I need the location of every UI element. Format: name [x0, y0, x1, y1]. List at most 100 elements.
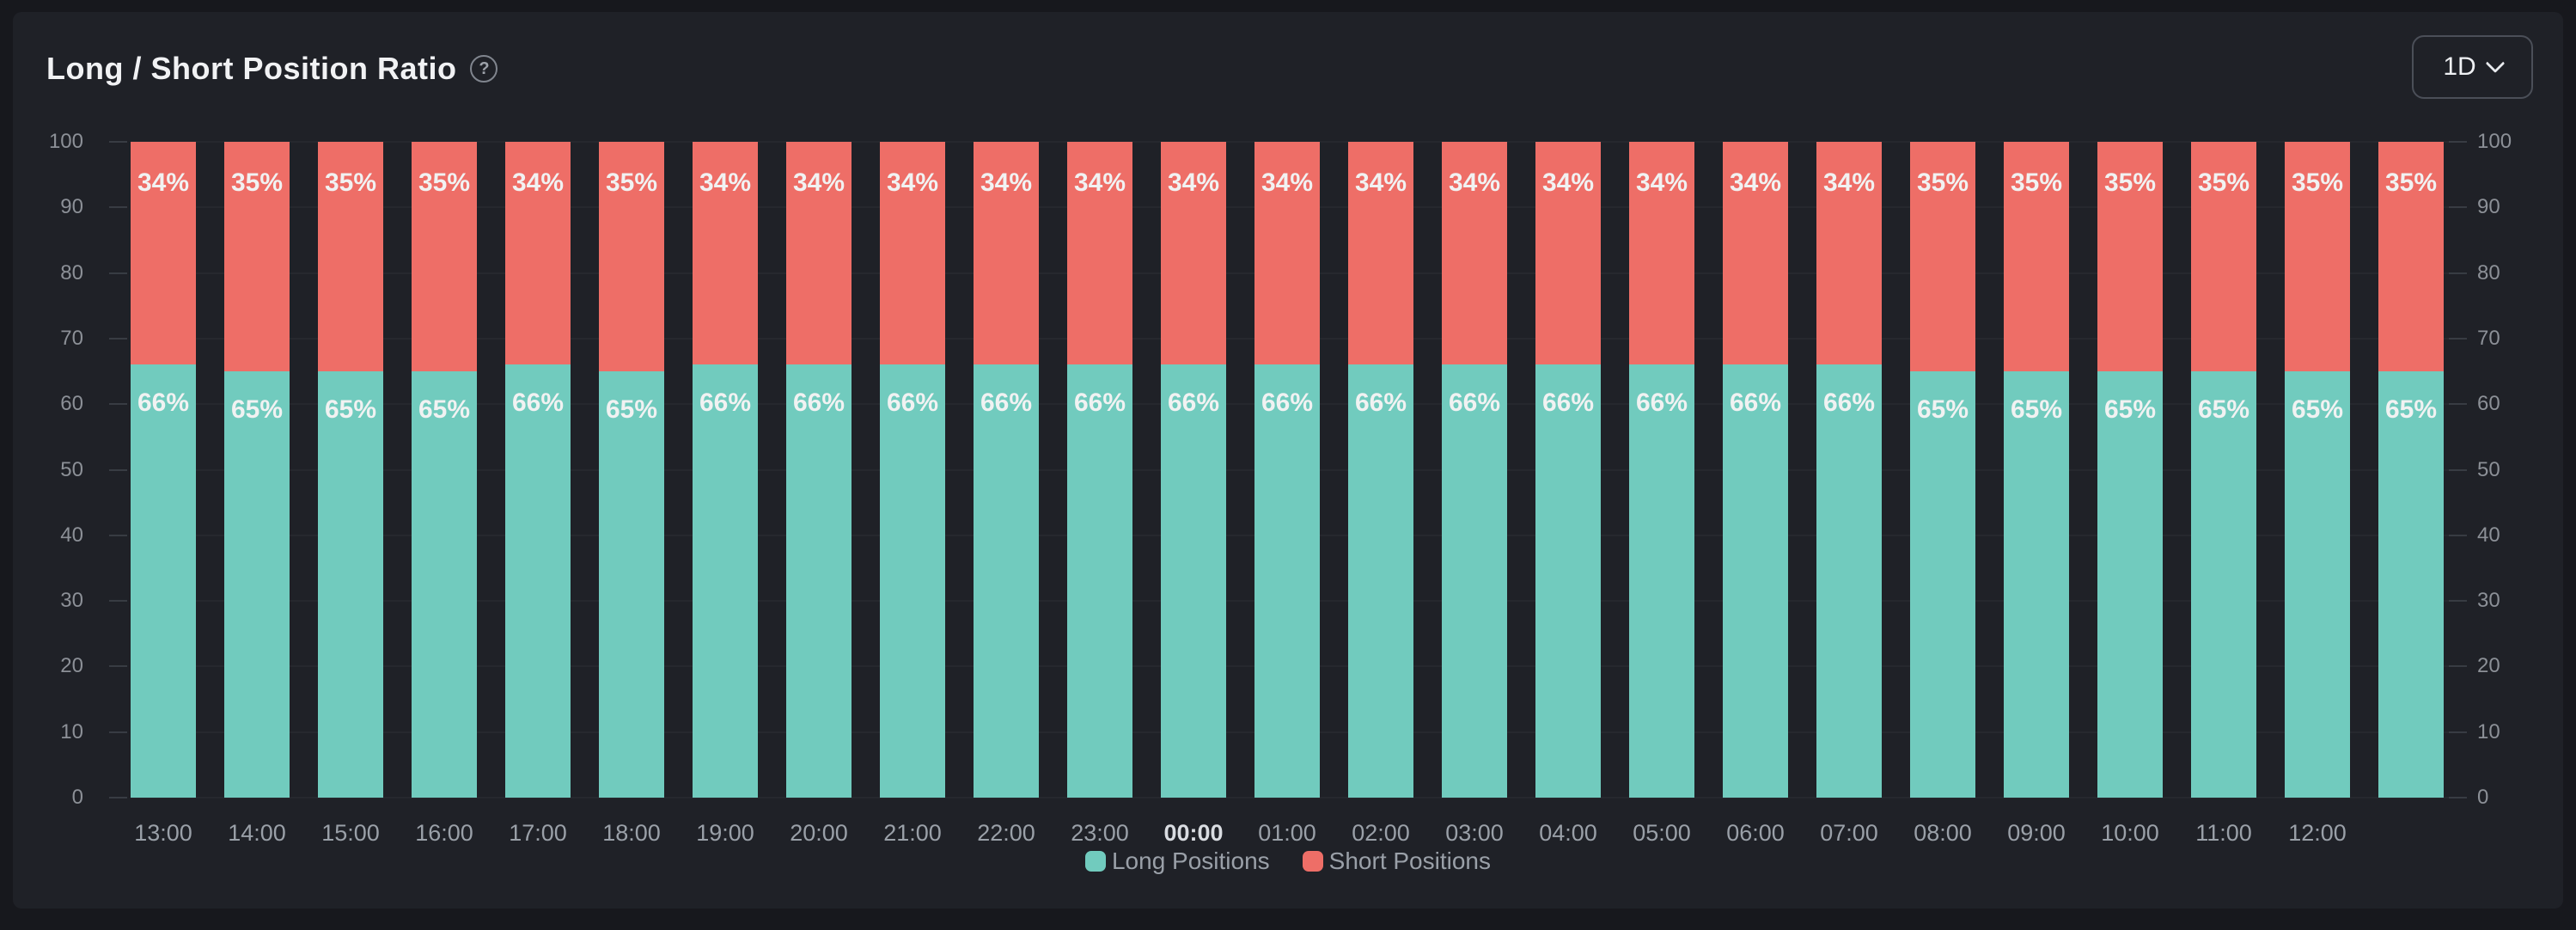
short-segment: 34%: [505, 142, 571, 365]
x-axis-label: 22:00: [977, 820, 1035, 846]
bar-12:00[interactable]: 35% 65%: [2285, 142, 2350, 798]
long-segment: 65%: [412, 371, 477, 798]
short-value-label: 35%: [230, 168, 284, 197]
long-value-label: 66%: [699, 389, 752, 418]
short-value-label: 35%: [2103, 168, 2157, 197]
bar-00:00[interactable]: 34% 66%: [1161, 142, 1226, 798]
axis-tick: [109, 665, 127, 668]
bar-14:00[interactable]: 35% 65%: [224, 142, 290, 798]
long-value-label: 66%: [137, 389, 190, 418]
axis-tick: [2449, 797, 2467, 798]
y-axis-label-left: 50: [60, 457, 83, 481]
chart-legend: Long Positions Short Positions: [13, 847, 2563, 875]
axis-tick: [109, 272, 127, 274]
long-value-label: 65%: [2197, 395, 2250, 425]
long-segment: 65%: [1910, 371, 1975, 798]
short-value-label: 35%: [324, 168, 377, 197]
bar-03:00[interactable]: 34% 66%: [1442, 142, 1507, 798]
short-segment: 34%: [1161, 142, 1226, 365]
bar-01:00[interactable]: 34% 66%: [1254, 142, 1320, 798]
long-segment: 65%: [2378, 371, 2444, 798]
y-axis-label-left: 70: [60, 326, 83, 350]
y-axis-label-right: 60: [2477, 392, 2500, 416]
long-value-label: 66%: [1354, 389, 1407, 418]
bar-20:00[interactable]: 34% 66%: [786, 142, 852, 798]
long-value-label: 66%: [1822, 389, 1876, 418]
long-value-label: 66%: [792, 389, 845, 418]
long-segment: 66%: [1254, 364, 1320, 798]
timeframe-dropdown[interactable]: 1D: [2412, 35, 2533, 99]
short-segment: 35%: [2004, 142, 2069, 372]
long-value-label: 65%: [418, 395, 471, 425]
short-value-label: 35%: [2384, 168, 2438, 197]
bar-23:00[interactable]: 34% 66%: [1067, 142, 1132, 798]
long-segment: 65%: [2004, 371, 2069, 798]
bar-11:00[interactable]: 35% 65%: [2191, 142, 2256, 798]
long-segment: 65%: [2097, 371, 2163, 798]
y-axis-label-right: 100: [2477, 130, 2512, 153]
axis-tick: [2449, 468, 2467, 471]
bar-04:00[interactable]: 34% 66%: [1535, 142, 1601, 798]
bar-07:00[interactable]: 34% 66%: [1816, 142, 1882, 798]
short-segment: 35%: [224, 142, 290, 372]
long-segment: 66%: [505, 364, 571, 798]
long-value-label: 66%: [980, 389, 1033, 418]
short-value-label: 34%: [886, 168, 939, 197]
gridline: [131, 797, 2449, 798]
x-axis-label: 18:00: [602, 820, 661, 846]
help-icon[interactable]: ?: [470, 55, 498, 83]
bar-21:00[interactable]: 34% 66%: [880, 142, 945, 798]
long-segment: 65%: [599, 371, 664, 798]
short-value-label: 34%: [792, 168, 845, 197]
bar-18:00[interactable]: 35% 65%: [599, 142, 664, 798]
long-segment: 66%: [1723, 364, 1788, 798]
short-value-label: 34%: [1354, 168, 1407, 197]
bar-06:00[interactable]: 34% 66%: [1723, 142, 1788, 798]
short-value-label: 34%: [699, 168, 752, 197]
axis-tick: [109, 600, 127, 603]
short-value-label: 34%: [1729, 168, 1782, 197]
short-segment: 34%: [1816, 142, 1882, 365]
long-value-label: 66%: [1541, 389, 1595, 418]
short-segment: 35%: [2378, 142, 2444, 372]
bar-17:00[interactable]: 34% 66%: [505, 142, 571, 798]
bar-15:00[interactable]: 35% 65%: [318, 142, 383, 798]
y-axis-label-left: 60: [60, 392, 83, 416]
long-segment: 66%: [1442, 364, 1507, 798]
short-segment: 34%: [693, 142, 758, 365]
x-axis-label: 13:00: [134, 820, 192, 846]
y-axis-label-left: 20: [60, 654, 83, 678]
bar-13:00[interactable]: 34% 66%: [131, 142, 196, 798]
short-value-label: 35%: [2291, 168, 2344, 197]
short-segment: 34%: [1442, 142, 1507, 365]
x-axis-label: 00:00: [1163, 820, 1224, 846]
bar-22:00[interactable]: 34% 66%: [974, 142, 1039, 798]
bar-10:00[interactable]: 35% 65%: [2097, 142, 2163, 798]
legend-item-short[interactable]: Short Positions: [1302, 847, 1491, 875]
bar-latest[interactable]: 35% 65%: [2378, 142, 2444, 798]
bar-05:00[interactable]: 34% 66%: [1629, 142, 1694, 798]
bar-08:00[interactable]: 35% 65%: [1910, 142, 1975, 798]
bar-09:00[interactable]: 35% 65%: [2004, 142, 2069, 798]
legend-item-long[interactable]: Long Positions: [1084, 847, 1270, 875]
long-segment: 66%: [786, 364, 852, 798]
x-axis-label: 19:00: [696, 820, 754, 846]
axis-tick: [2449, 141, 2467, 143]
bar-02:00[interactable]: 34% 66%: [1348, 142, 1413, 798]
bar-16:00[interactable]: 35% 65%: [412, 142, 477, 798]
legend-label-long: Long Positions: [1111, 847, 1270, 874]
short-segment: 34%: [1629, 142, 1694, 365]
bar-19:00[interactable]: 34% 66%: [693, 142, 758, 798]
short-value-label: 35%: [605, 168, 658, 197]
long-segment: 66%: [1067, 364, 1132, 798]
short-segment: 35%: [318, 142, 383, 372]
long-segment: 66%: [1816, 364, 1882, 798]
y-axis-label-right: 80: [2477, 260, 2500, 285]
short-value-label: 34%: [511, 168, 565, 197]
long-segment: 66%: [1535, 364, 1601, 798]
axis-tick: [109, 797, 127, 798]
short-value-label: 35%: [418, 168, 471, 197]
y-axis-label-left: 30: [60, 589, 83, 613]
long-value-label: 66%: [1073, 389, 1126, 418]
short-segment: 34%: [131, 142, 196, 365]
